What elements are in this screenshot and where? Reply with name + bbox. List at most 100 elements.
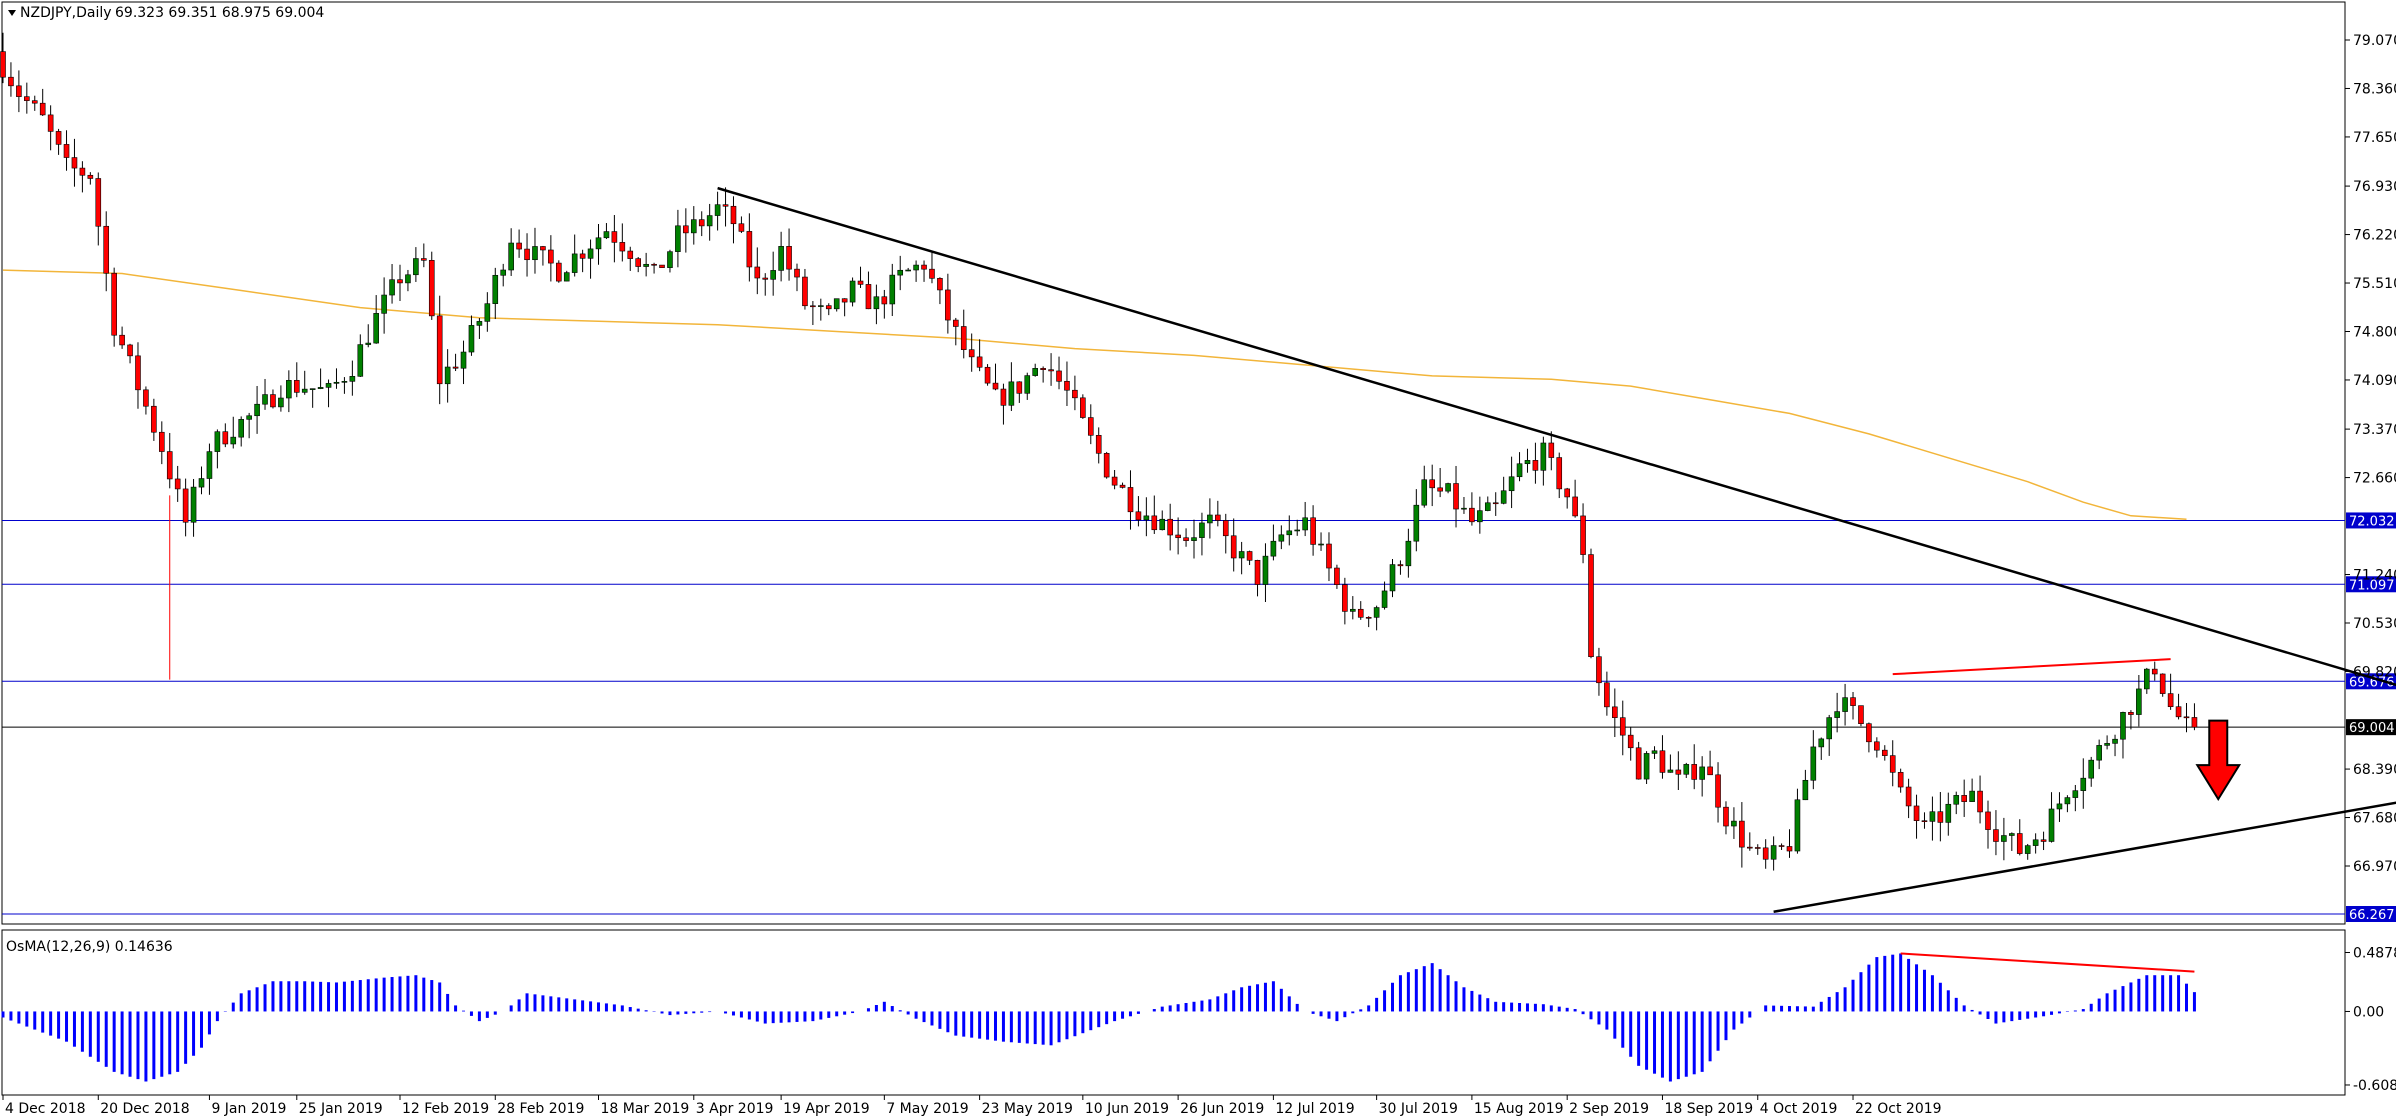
bull-candle — [714, 191, 721, 231]
candle-body — [389, 279, 395, 296]
bear-candle — [841, 298, 848, 317]
candle-body — [794, 268, 800, 278]
price-tick-label: 69.820 — [2353, 664, 2396, 680]
candle-body — [1794, 799, 1801, 852]
price-tick-label: 74.800 — [2353, 324, 2396, 340]
candle-body — [1222, 520, 1229, 537]
candle-body — [825, 305, 832, 310]
candle-body — [2048, 808, 2055, 842]
bear-candle — [1691, 744, 1698, 790]
candle-body — [897, 269, 904, 276]
candle-body — [1778, 845, 1785, 847]
bear-candle — [929, 252, 935, 284]
bull-candle — [1540, 436, 1547, 486]
candle-body — [675, 225, 681, 252]
bear-candle — [1635, 741, 1642, 780]
candle-body — [2072, 790, 2079, 798]
candle-body — [643, 263, 649, 267]
candle-body — [254, 403, 260, 417]
bear-candle — [738, 216, 745, 234]
bear-candle — [63, 130, 70, 171]
bull-candle — [444, 349, 451, 403]
bull-candle — [2112, 734, 2118, 757]
candle-body — [2136, 688, 2142, 715]
osma-layer — [1, 952, 2196, 1082]
bear-candle — [1881, 745, 1888, 761]
candle-body — [1278, 534, 1285, 542]
bull-candle — [476, 317, 483, 339]
bull-candle — [1842, 683, 1848, 726]
bear-candle — [174, 465, 181, 502]
bear-candle — [1310, 505, 1316, 556]
bear-candle — [1739, 802, 1745, 868]
bull-candle — [214, 429, 221, 469]
bull-candle — [190, 478, 197, 537]
candle-body — [1032, 368, 1038, 376]
candle-body — [2064, 797, 2071, 805]
candle-body — [2009, 833, 2015, 836]
candle-body — [190, 486, 197, 523]
bull-candle — [198, 466, 205, 495]
candle-body — [786, 246, 792, 270]
bull-candle — [413, 247, 419, 282]
candle-body — [405, 274, 411, 284]
candle-body — [1127, 487, 1134, 513]
candle-body — [325, 383, 332, 388]
bull-candle — [389, 264, 395, 304]
candle-body — [1667, 769, 1674, 773]
candle-body — [1199, 522, 1205, 538]
candle-body — [1191, 537, 1197, 541]
date-tick-label: 15 Aug 2019 — [1474, 1101, 1564, 1117]
bull-candle — [1238, 541, 1245, 575]
candle-body — [230, 436, 237, 445]
candle-body — [1858, 705, 1864, 724]
date-tick-label: 18 Mar 2019 — [601, 1101, 690, 1117]
date-tick-label: 22 Oct 2019 — [1855, 1101, 1942, 1117]
bear-candle — [635, 257, 642, 273]
bear-candle — [976, 339, 983, 372]
candle-body — [1715, 774, 1721, 808]
osma-tick-label: -0.60843 — [2353, 1078, 2396, 1094]
bull-candle — [849, 277, 856, 307]
bear-candle — [746, 213, 753, 282]
bull-candle — [1477, 496, 1483, 534]
candle-body — [651, 263, 657, 266]
bull-candle — [1770, 836, 1777, 871]
price-pane-frame — [1, 1, 2346, 925]
bull-candle — [643, 252, 649, 277]
candle-body — [1405, 540, 1412, 567]
bull-candle — [873, 284, 880, 325]
candle-body — [1905, 786, 1912, 807]
bear-candle — [1111, 469, 1118, 490]
candle-body — [595, 237, 602, 250]
bull-candle — [1413, 489, 1420, 552]
bull-candle — [206, 443, 213, 495]
bull-candle — [405, 269, 411, 292]
bull-candle — [1731, 807, 1737, 839]
bull-candle — [563, 270, 570, 282]
bear-candle — [1961, 779, 1967, 817]
bear-candle — [1612, 688, 1618, 738]
bear-candle — [1230, 518, 1237, 572]
bull-candle — [1683, 762, 1690, 778]
candle-body — [365, 342, 372, 345]
bear-candle — [921, 260, 927, 282]
candle-body — [1699, 766, 1705, 780]
candle-body — [1230, 535, 1237, 559]
candle-body — [1373, 607, 1380, 618]
symbol-dropdown-icon[interactable] — [8, 10, 16, 16]
candle-body — [1445, 483, 1451, 492]
candle-body — [881, 296, 888, 305]
candle-body — [111, 272, 117, 336]
candle-body — [1437, 487, 1443, 492]
bull-candle — [1945, 792, 1952, 836]
candle-body — [968, 349, 975, 358]
bear-candle — [1675, 751, 1682, 791]
candle-body — [778, 246, 784, 271]
bear-candle — [1604, 671, 1610, 716]
candle-body — [2016, 833, 2023, 854]
bull-candle — [1270, 524, 1277, 561]
level-badge-label: 71.097 — [2349, 578, 2395, 593]
candle-body — [373, 313, 379, 344]
